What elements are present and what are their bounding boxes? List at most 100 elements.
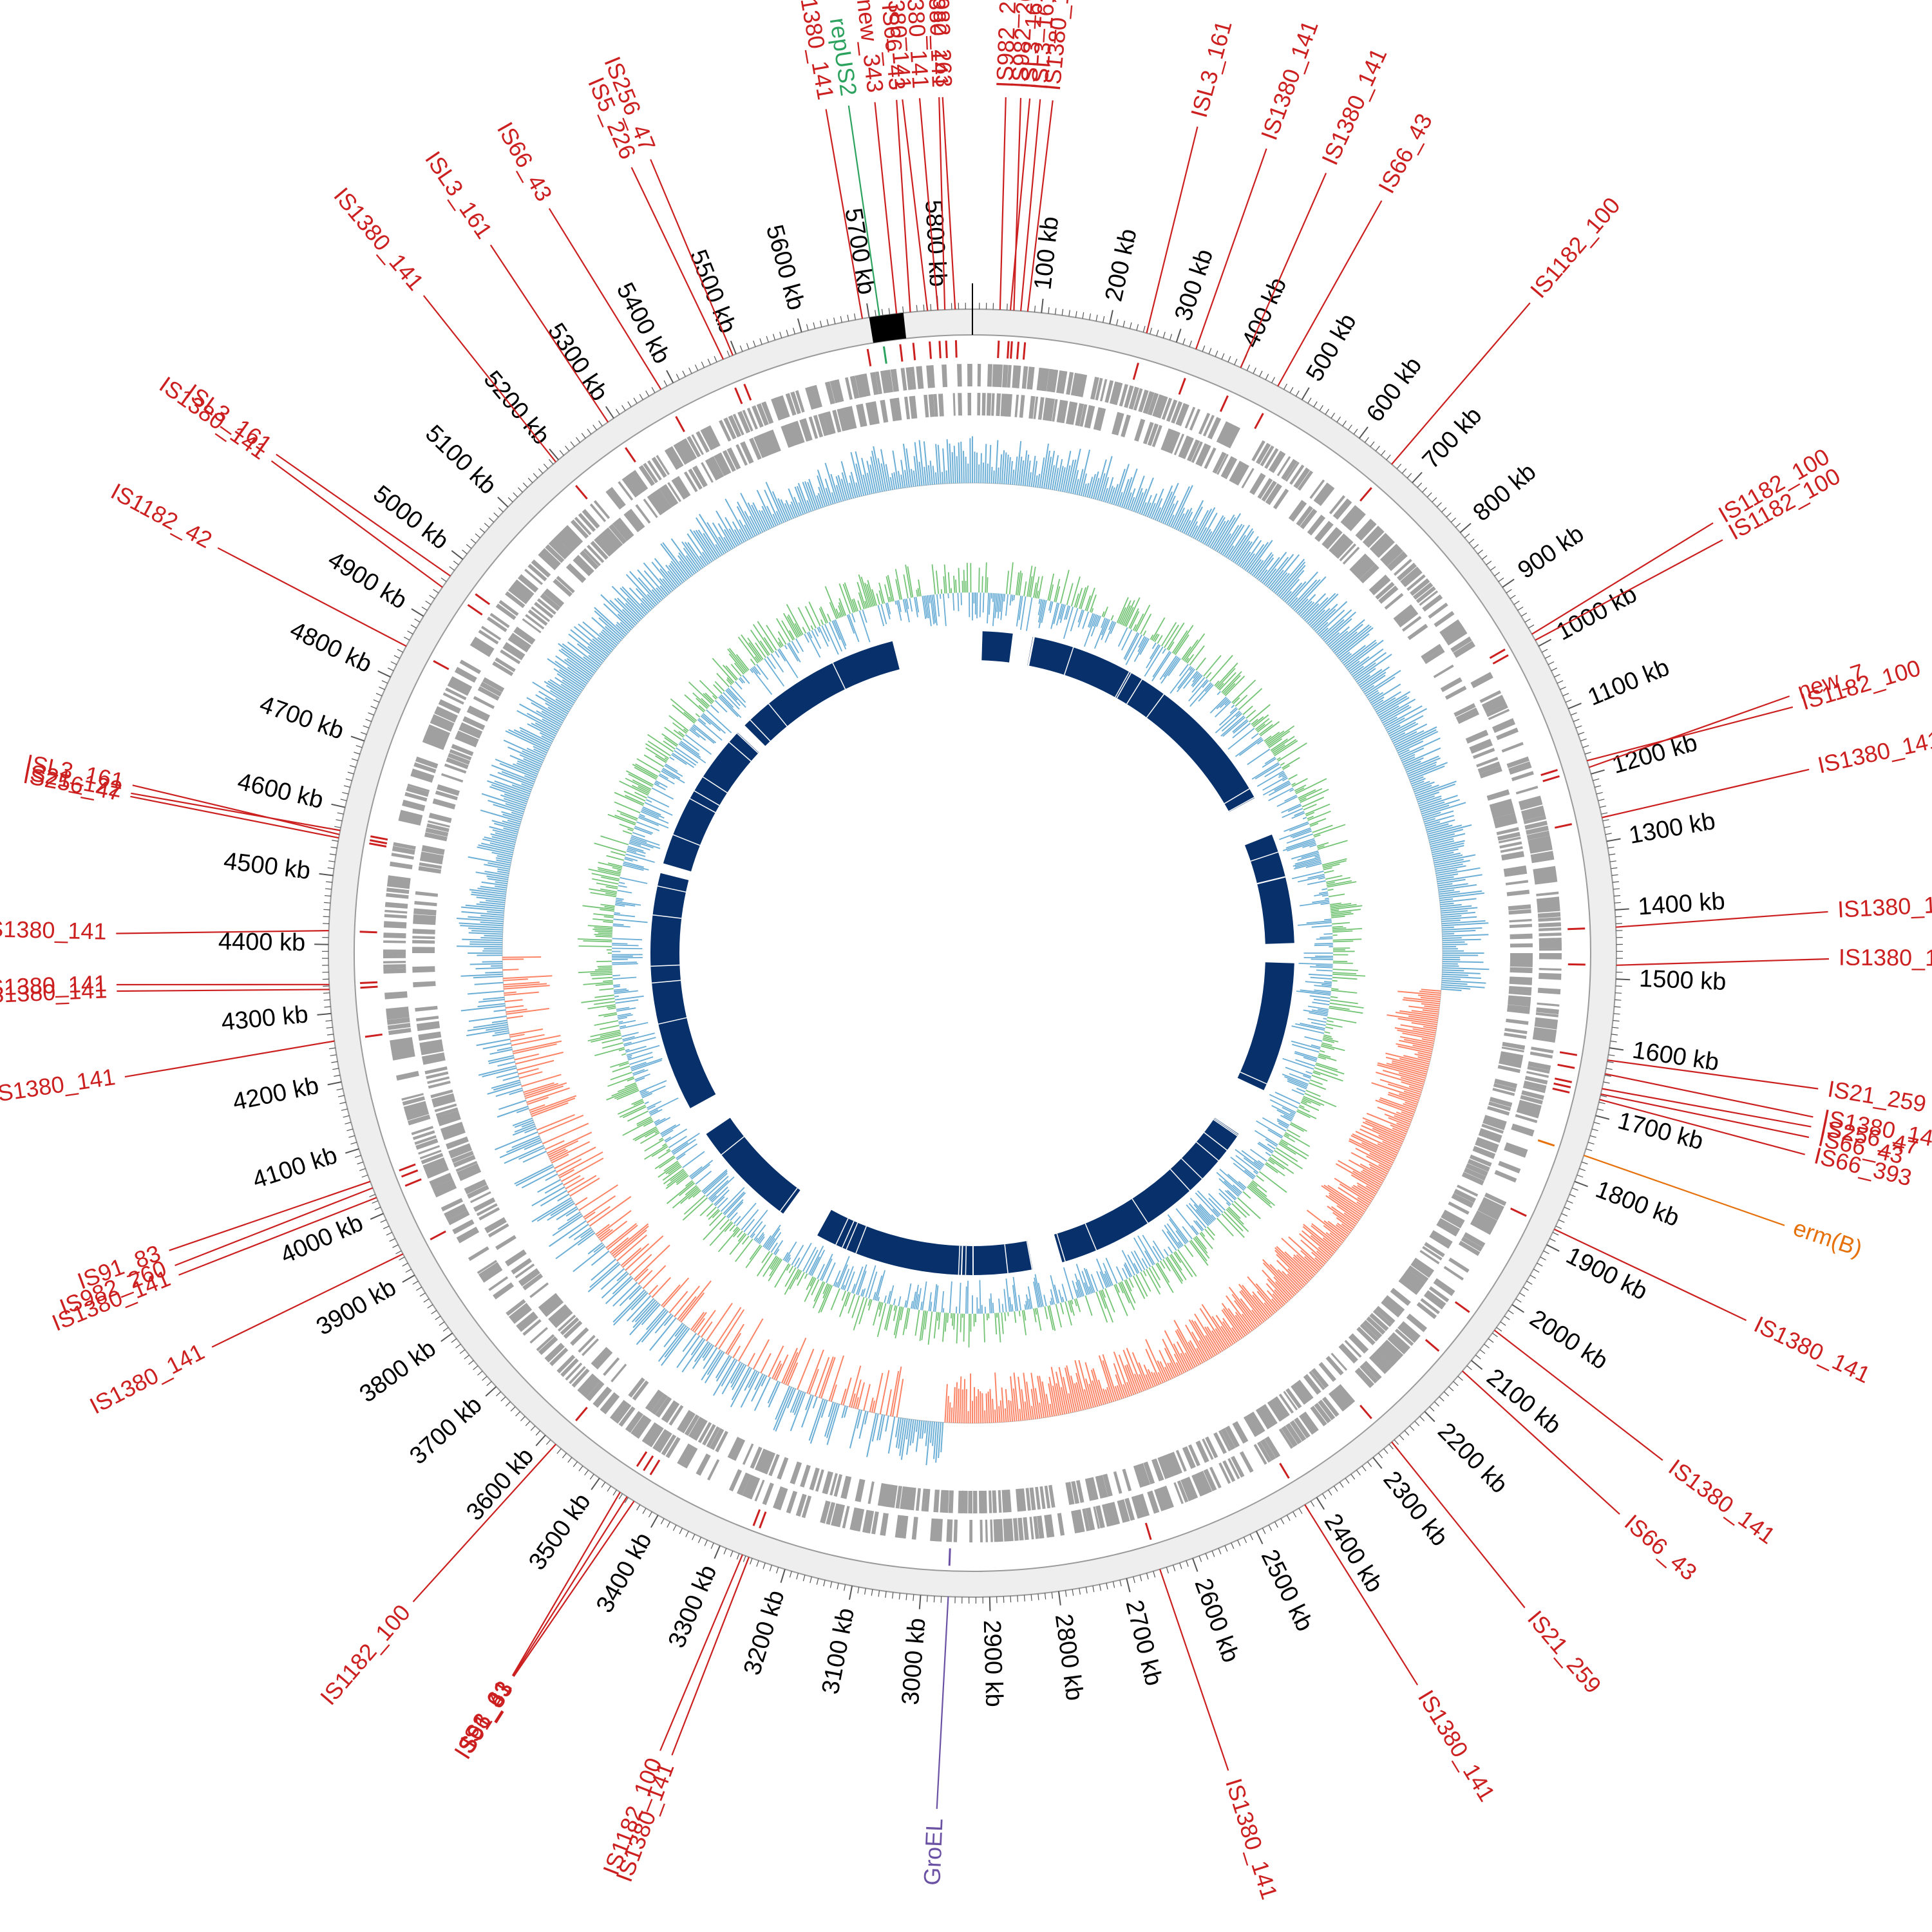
gc-skew-bar	[1251, 1309, 1263, 1324]
cds-segment	[723, 417, 737, 440]
gc-content-bar	[1317, 845, 1325, 849]
gc-skew-bar	[797, 482, 810, 513]
gc-skew-bar	[1305, 592, 1336, 623]
gc-skew-bar	[773, 1363, 782, 1380]
tick-label: 3000 kb	[897, 1617, 931, 1706]
gc-content-bar	[676, 1173, 688, 1184]
gc-skew-bar	[1441, 981, 1468, 985]
gc-skew-bar	[617, 598, 641, 621]
gc-content-bar	[1053, 603, 1060, 625]
gc-content-bar	[1132, 1275, 1146, 1300]
gc-skew-bar	[523, 758, 542, 768]
gc-content-bar	[922, 1281, 927, 1311]
cds-segment	[1037, 1515, 1045, 1539]
gc-content-bar	[1103, 606, 1108, 618]
tick-mark	[435, 1316, 441, 1320]
gc-skew-bar	[1173, 1320, 1200, 1366]
cds-segment	[632, 1380, 649, 1401]
gc-content-bar	[701, 697, 710, 707]
cds-segment	[1005, 1490, 1012, 1513]
gc-content-bar	[714, 681, 725, 692]
feature-leader-line	[1607, 1059, 1819, 1090]
gc-skew-bar	[1441, 978, 1461, 980]
cds-segment	[1390, 1287, 1411, 1306]
cds-segment	[877, 1483, 884, 1506]
gc-skew-bar	[629, 587, 652, 611]
gc-content-bar	[1265, 1162, 1285, 1177]
tick-mark	[1419, 1416, 1425, 1421]
gc-content-bar	[1303, 803, 1317, 811]
gc-content-bar	[958, 567, 960, 593]
gc-skew-bar	[545, 1140, 565, 1150]
gc-content-bar	[1330, 999, 1358, 1005]
gc-skew-bar	[1342, 645, 1366, 664]
gc-content-bar	[1291, 850, 1319, 860]
gc-content-bar	[644, 1101, 649, 1104]
cds-segment	[790, 391, 801, 415]
gc-content-bar	[724, 1192, 746, 1216]
gc-content-bar	[725, 665, 739, 680]
tick-label: 4800 kb	[286, 616, 376, 678]
tick-mark	[1189, 340, 1192, 347]
gc-skew-bar	[1238, 536, 1259, 566]
gc-content-bar	[1323, 867, 1332, 871]
gc-content-bar	[664, 764, 683, 777]
gc-skew-bar	[1126, 1381, 1133, 1396]
feature-mark	[359, 931, 377, 934]
tick-label: 5100 kb	[420, 420, 502, 500]
gc-skew-bar	[1158, 491, 1173, 522]
gc-content-bar	[1101, 611, 1105, 617]
cds-segment	[415, 756, 439, 769]
gc-skew-bar	[1419, 795, 1458, 809]
gc-skew-bar	[1377, 1064, 1426, 1079]
gc-skew-bar	[462, 938, 503, 942]
gc-skew-bar	[725, 1323, 744, 1354]
tick-mark	[789, 1571, 792, 1578]
feature-label: IS1380_141	[1220, 1776, 1283, 1903]
gc-content-bar	[581, 998, 615, 1003]
cds-segment	[665, 1437, 681, 1459]
gc-skew-bar	[638, 577, 661, 603]
tick-mark	[1122, 320, 1125, 327]
gc-skew-bar	[1378, 1164, 1390, 1171]
tick-label: 1400 kb	[1637, 888, 1726, 921]
gc-content-bar	[615, 902, 636, 907]
gc-skew-bar	[506, 1015, 524, 1019]
tick-mark	[368, 712, 375, 715]
cds-segment	[867, 1481, 875, 1504]
gc-content-bar	[650, 1108, 663, 1116]
cds-segment	[1195, 1440, 1209, 1463]
tick-mark	[354, 1155, 361, 1158]
gc-content-bar	[701, 1169, 728, 1192]
gc-skew-bar	[597, 637, 614, 651]
cds-segment	[958, 393, 962, 416]
tick-mark	[746, 343, 750, 350]
gc-content-bar	[851, 1295, 860, 1318]
feature-label: IS982_263	[991, 0, 1022, 88]
gc-skew-bar	[761, 1375, 768, 1387]
gc-skew-bar	[526, 697, 565, 720]
gc-content-bar	[1146, 1269, 1160, 1295]
gc-skew-bar	[1233, 531, 1255, 563]
tick-mark	[1041, 298, 1044, 313]
cds-segment	[630, 469, 649, 492]
cds-segment	[1209, 1466, 1222, 1489]
gc-skew-bar	[503, 981, 540, 986]
cds-segment	[1097, 408, 1106, 431]
gc-skew-bar	[944, 1384, 948, 1423]
gc-content-bar	[596, 882, 618, 888]
tick-mark	[1265, 374, 1269, 380]
gc-content-bar	[1054, 578, 1061, 602]
gc-content-bar	[1206, 1226, 1215, 1236]
gc-content-bar	[1084, 1295, 1093, 1316]
gc-skew-bar	[587, 1264, 621, 1293]
tick-mark	[1453, 1381, 1459, 1387]
tick-mark	[1513, 600, 1520, 605]
gc-content-bar	[734, 681, 743, 690]
tick-mark	[1537, 1262, 1543, 1267]
tick-label: 5600 kb	[761, 222, 810, 314]
gc-content-bar	[1209, 696, 1227, 714]
cds-segment	[1239, 1451, 1254, 1473]
gc-content-bar	[672, 1142, 688, 1154]
tick-mark	[1538, 639, 1551, 647]
